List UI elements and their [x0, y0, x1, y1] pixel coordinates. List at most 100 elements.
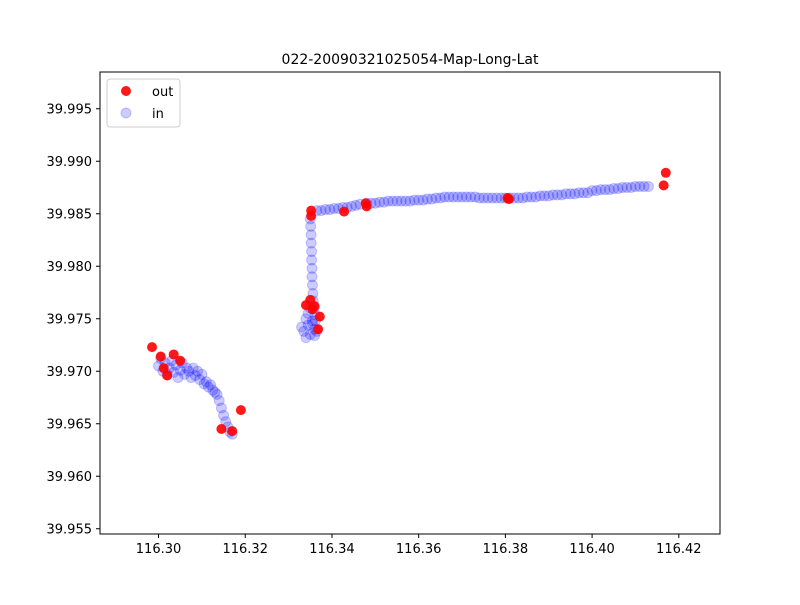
point-in [534, 190, 546, 202]
point-in [302, 319, 314, 331]
y-tick-label: 39.985 [47, 207, 93, 222]
point-in [391, 195, 403, 207]
point-in [306, 271, 318, 283]
point-in [172, 372, 184, 384]
point-in [421, 193, 433, 205]
point-in [413, 194, 425, 206]
point-in [200, 376, 212, 388]
point-in [298, 325, 310, 337]
point-in [408, 194, 420, 206]
point-in [205, 379, 217, 391]
point-in [305, 220, 317, 232]
x-tick-label: 116.40 [569, 542, 615, 557]
point-in [629, 180, 641, 192]
point-in [439, 191, 451, 203]
x-tick-label: 116.42 [656, 542, 702, 557]
point-in [417, 194, 429, 206]
point-in [300, 332, 312, 344]
point-in [443, 191, 455, 203]
point-in [179, 368, 191, 380]
point-in [387, 195, 399, 207]
plot-area [147, 167, 671, 440]
point-in [590, 185, 602, 197]
point-in [400, 195, 412, 207]
point-out [314, 311, 325, 322]
point-in [564, 188, 576, 200]
point-in [189, 369, 201, 381]
point-out [306, 210, 317, 221]
point-in [530, 191, 542, 203]
point-in [215, 402, 227, 414]
point-in [319, 204, 331, 216]
point-in [551, 189, 563, 201]
legend-marker-out [121, 86, 131, 96]
point-in [207, 384, 219, 396]
y-tick-label: 39.955 [47, 522, 93, 537]
point-in [521, 191, 533, 203]
point-in [556, 189, 568, 201]
point-in [469, 191, 481, 203]
point-in [616, 182, 628, 193]
point-in [305, 229, 317, 241]
point-in [181, 362, 193, 374]
point-in [350, 199, 362, 211]
point-in [517, 192, 529, 204]
point-in [465, 191, 477, 203]
y-tick-label: 39.980 [47, 260, 93, 275]
point-in [538, 190, 550, 202]
y-tick-label: 39.990 [47, 155, 93, 170]
y-tick-label: 39.975 [47, 312, 93, 327]
legend: out in [106, 78, 181, 128]
point-in [374, 196, 386, 208]
point-out [216, 424, 227, 434]
point-in [460, 191, 472, 203]
point-in [196, 368, 208, 380]
point-in [426, 193, 438, 205]
point-in [543, 190, 555, 202]
point-out [227, 426, 238, 437]
point-in [305, 237, 317, 249]
series-out-points [147, 167, 671, 437]
point-in [192, 365, 204, 377]
point-in [621, 182, 633, 193]
point-out [658, 180, 669, 191]
legend-marker-in [120, 107, 132, 119]
point-in [612, 183, 624, 195]
point-in [525, 191, 537, 203]
point-in [404, 195, 416, 207]
point-out [168, 349, 179, 360]
y-tick-label: 39.970 [47, 365, 93, 380]
point-in [447, 191, 459, 203]
point-in [382, 195, 394, 207]
point-in [194, 374, 206, 386]
point-in [434, 192, 446, 204]
y-tick-label: 39.995 [47, 102, 93, 117]
point-in [456, 191, 468, 203]
point-in [211, 388, 223, 400]
point-out [503, 194, 514, 205]
point-out [660, 167, 671, 178]
point-in [306, 279, 318, 291]
point-in [586, 185, 598, 197]
point-in [306, 254, 318, 266]
point-in [473, 192, 485, 204]
point-in [569, 188, 581, 200]
legend-label-out: out [152, 85, 173, 100]
point-in [573, 187, 585, 199]
point-out [162, 370, 173, 381]
point-out [313, 324, 324, 335]
point-in [202, 381, 214, 393]
point-in [599, 184, 611, 196]
point-in [491, 192, 503, 204]
y-axis: 39.955 39.960 39.965 39.970 39.975 39.980 39.9… [47, 102, 100, 537]
legend-label-in: in [152, 107, 164, 122]
point-in [183, 365, 195, 377]
point-in [304, 329, 316, 340]
x-tick-label: 116.36 [396, 542, 442, 557]
point-in [603, 184, 615, 196]
point-in [345, 200, 357, 212]
point-in [430, 192, 442, 204]
x-tick-label: 116.30 [136, 542, 182, 557]
